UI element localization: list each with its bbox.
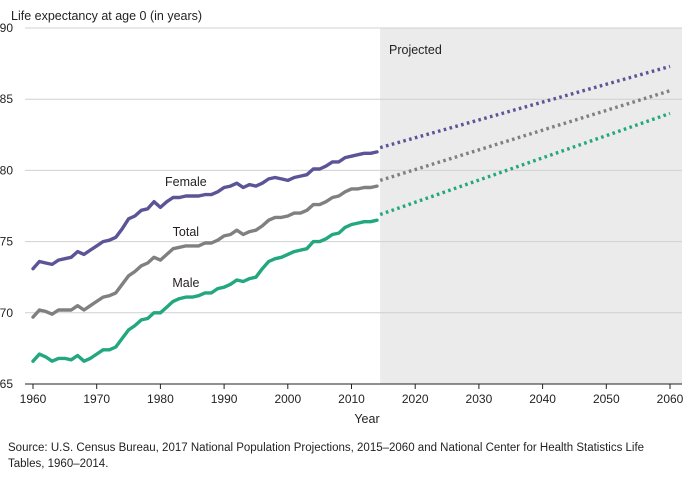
x-tick-label: 2030: [466, 392, 493, 406]
x-tick-label: 2000: [274, 392, 301, 406]
source-note: Source: U.S. Census Bureau, 2017 Nationa…: [8, 442, 645, 470]
female-historical-line: [31, 150, 379, 271]
y-tick-label: 85: [0, 92, 13, 106]
x-axis-label: Year: [354, 412, 379, 426]
life-expectancy-chart: 65 70 75 80 85 90 1960 1970 1980 1990 2000 2010 2020…: [0, 9, 684, 426]
male-historical-line: [31, 218, 379, 363]
y-tick-label: 80: [0, 163, 13, 177]
y-tick-label: 65: [0, 377, 13, 391]
x-tick-label: 2020: [402, 392, 429, 406]
grid-lines: [25, 27, 682, 314]
axes: 65 70 75 80 85 90 1960 1970 1980 1990 2000 2010 2020…: [0, 21, 684, 406]
x-tick-label: 1980: [147, 392, 174, 406]
x-tick-label: 2040: [529, 392, 556, 406]
x-tick-label: 2060: [657, 392, 684, 406]
male-series-label: Male: [172, 276, 199, 290]
series-lines: [31, 64, 671, 363]
x-tick-label: 1970: [83, 392, 110, 406]
x-tick-label: 2050: [593, 392, 620, 406]
y-tick-label: 70: [0, 306, 13, 320]
x-tick-label: 1960: [20, 392, 47, 406]
female-projected-line: [379, 64, 671, 150]
female-series-label: Female: [165, 175, 207, 189]
total-historical-line: [31, 184, 379, 319]
total-projected-line: [379, 89, 671, 183]
series-labels: Female Total Male: [165, 175, 207, 290]
y-tick-label: 75: [0, 235, 13, 249]
projected-region: [380, 28, 682, 384]
projected-label: Projected: [389, 43, 442, 57]
total-series-label: Total: [173, 225, 199, 239]
y-tick-label: 90: [0, 21, 13, 35]
x-tick-label: 2010: [338, 392, 365, 406]
x-tick-label: 1990: [211, 392, 238, 406]
y-axis-label: Life expectancy at age 0 (in years): [11, 9, 202, 23]
